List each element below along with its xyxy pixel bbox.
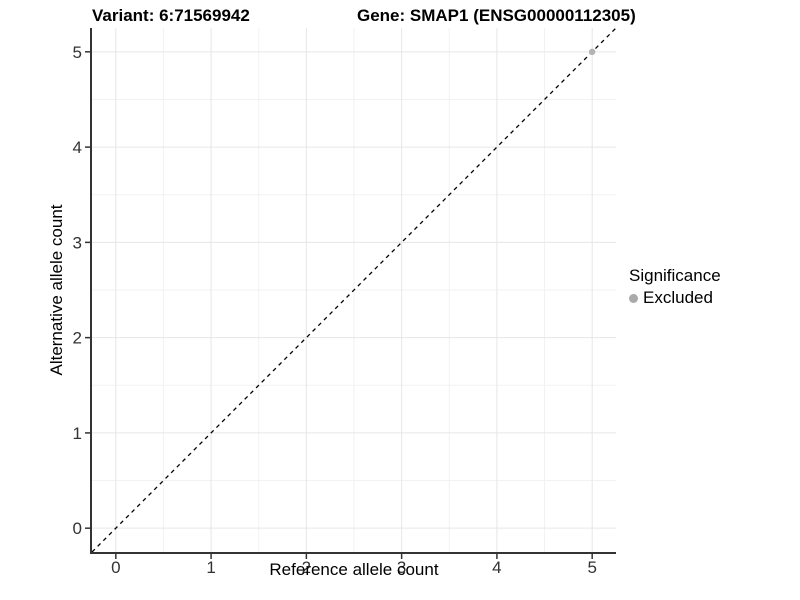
legend-item-excluded: Excluded [629, 288, 721, 308]
y-tick-label: 2 [73, 329, 82, 348]
y-tick-label: 1 [73, 424, 82, 443]
x-tick-label: 5 [587, 558, 596, 577]
y-tick-label: 3 [73, 233, 82, 252]
excluded-marker-icon [629, 293, 638, 303]
identity-line [91, 27, 617, 553]
data-point [588, 48, 596, 56]
x-tick-label: 2 [302, 558, 311, 577]
plot-title-gene: Gene: SMAP1 (ENSG00000112305) [357, 6, 636, 25]
plot-title-variant: Variant: 6:71569942 [92, 6, 250, 25]
legend: Significance Excluded [629, 266, 721, 308]
x-tick-label: 4 [492, 558, 501, 577]
x-tick-label: 3 [397, 558, 406, 577]
legend-item-label: Excluded [643, 288, 713, 307]
x-axis-title: Reference allele count [269, 560, 439, 579]
legend-title: Significance [629, 266, 721, 285]
x-tick-label: 1 [206, 558, 215, 577]
x-tick-label: 0 [111, 558, 120, 577]
y-axis-title: Alternative allele count [47, 204, 66, 376]
y-tick-label: 4 [73, 138, 82, 157]
y-tick-label: 5 [73, 43, 82, 62]
y-tick-label: 0 [73, 519, 82, 538]
